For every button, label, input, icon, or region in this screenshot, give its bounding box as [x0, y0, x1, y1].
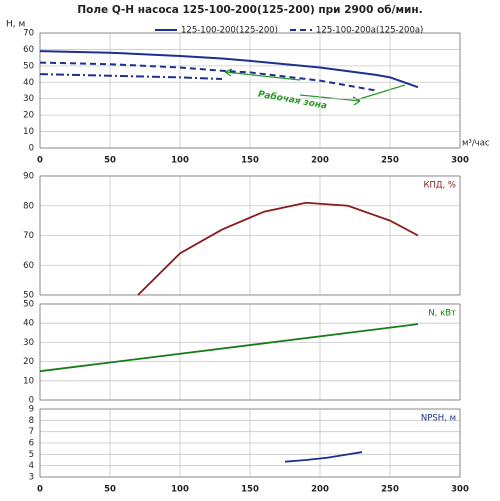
x-axis-label: м³/час [462, 139, 490, 149]
y-tick-label: 4 [29, 461, 34, 471]
series-line [137, 201, 419, 296]
legend-label: 125-100-200а(125-200а) [316, 26, 423, 36]
y-tick-label: 50 [23, 300, 34, 310]
y-tick-label: 60 [23, 45, 34, 55]
x-tick-label: 100 [171, 156, 189, 166]
y-tick-label: 0 [29, 396, 34, 406]
y-axis-label: H, м [6, 20, 25, 30]
plot-frame [39, 408, 461, 478]
plot-frame [39, 32, 461, 149]
y-tick-label: 90 [23, 172, 34, 182]
y-tick-label: 70 [23, 29, 34, 39]
series-line [39, 323, 419, 373]
plot-frame [39, 175, 461, 296]
y-axis-label: N, кВт [428, 309, 456, 319]
y-tick-label: 10 [23, 127, 34, 137]
series-line [284, 451, 363, 463]
y-tick-label: 0 [29, 144, 34, 154]
legend-label: 125-100-200(125-200) [181, 26, 278, 36]
x-tick-label: 0 [37, 156, 43, 166]
y-tick-label: 50 [23, 61, 34, 71]
y-tick-label: 8 [29, 416, 34, 426]
x-tick-label: 200 [311, 485, 329, 495]
y-tick-label: 70 [23, 231, 34, 241]
x-tick-label: 150 [241, 485, 259, 495]
x-tick-label: 50 [104, 485, 116, 495]
y-tick-label: 20 [23, 357, 34, 367]
x-tick-label: 300 [451, 156, 469, 166]
x-tick-label: 0 [37, 485, 43, 495]
y-tick-label: 10 [23, 376, 34, 386]
y-axis-label: NPSH, м [421, 414, 456, 424]
y-tick-label: 6 [29, 439, 34, 449]
work-zone-arrows [224, 68, 406, 106]
series-line [39, 61, 377, 92]
plot-frame [39, 303, 461, 401]
y-tick-label: 3 [29, 473, 34, 483]
y-tick-label: 50 [23, 291, 34, 301]
x-tick-label: 150 [241, 156, 259, 166]
series-line [39, 50, 419, 89]
y-tick-label: 30 [23, 94, 34, 104]
y-tick-label: 9 [29, 405, 34, 415]
y-axis-label: КПД, % [423, 181, 456, 191]
y-tick-label: 40 [23, 78, 34, 88]
x-tick-label: 50 [104, 156, 116, 166]
y-tick-label: 60 [23, 261, 34, 271]
x-tick-label: 250 [381, 485, 399, 495]
y-tick-label: 5 [29, 450, 34, 460]
y-tick-label: 40 [23, 319, 34, 329]
x-tick-label: 100 [171, 485, 189, 495]
y-tick-label: 7 [29, 427, 34, 437]
y-tick-label: 30 [23, 338, 34, 348]
series-line [39, 73, 223, 80]
x-tick-label: 250 [381, 156, 399, 166]
x-tick-label: 200 [311, 156, 329, 166]
y-tick-label: 20 [23, 111, 34, 121]
x-tick-label: 300 [451, 485, 469, 495]
chart-title: Поле Q-H насоса 125-100-200(125-200) при… [77, 4, 422, 16]
y-tick-label: 80 [23, 201, 34, 211]
